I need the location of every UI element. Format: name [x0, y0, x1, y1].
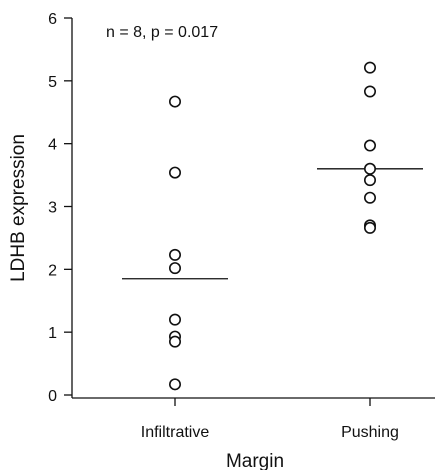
- y-tick-label: 3: [48, 200, 57, 217]
- y-tick-label: 5: [48, 74, 57, 91]
- data-point: [363, 162, 376, 175]
- data-point: [169, 262, 182, 275]
- y-tick-label: 4: [48, 137, 57, 154]
- stats-annotation: n = 8, p = 0.017: [106, 24, 218, 41]
- y-tick-label: 2: [48, 262, 57, 279]
- y-axis-ticks: 0 1 2 3 4 5 6: [48, 11, 72, 405]
- x-tick-label: Pushing: [341, 424, 399, 441]
- data-point: [169, 166, 182, 179]
- data-point: [169, 248, 182, 261]
- y-tick-label: 0: [48, 388, 57, 405]
- y-axis-title: LDHB expression: [8, 134, 29, 282]
- data-point: [363, 191, 376, 204]
- data-point: [363, 221, 376, 234]
- y-tick-label: 1: [48, 325, 57, 342]
- x-axis-title: Margin: [226, 451, 284, 470]
- data-point: [169, 335, 182, 348]
- y-tick-label: 6: [48, 11, 57, 28]
- x-axis-ticks: Infiltrative Pushing: [141, 398, 399, 441]
- x-tick-label: Infiltrative: [141, 424, 210, 441]
- data-point: [363, 85, 376, 98]
- data-point: [169, 95, 182, 108]
- data-point: [363, 139, 376, 152]
- data-points: [169, 61, 376, 391]
- data-point: [363, 61, 376, 74]
- data-point: [363, 174, 376, 187]
- data-point: [169, 378, 182, 391]
- data-point: [169, 313, 182, 326]
- median-lines: [122, 168, 423, 280]
